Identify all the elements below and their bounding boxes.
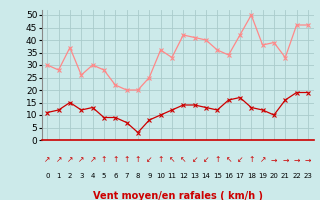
Text: ↑: ↑ bbox=[112, 156, 118, 164]
Text: ↑: ↑ bbox=[214, 156, 220, 164]
Text: 1: 1 bbox=[56, 173, 61, 179]
Text: 22: 22 bbox=[292, 173, 301, 179]
Text: ↗: ↗ bbox=[78, 156, 84, 164]
Text: ↖: ↖ bbox=[180, 156, 187, 164]
Text: 11: 11 bbox=[167, 173, 176, 179]
Text: →: → bbox=[271, 156, 277, 164]
Text: 5: 5 bbox=[102, 173, 106, 179]
Text: ↙: ↙ bbox=[237, 156, 243, 164]
Text: 23: 23 bbox=[303, 173, 312, 179]
Text: →: → bbox=[293, 156, 300, 164]
Text: 8: 8 bbox=[136, 173, 140, 179]
Text: 6: 6 bbox=[113, 173, 117, 179]
Text: 13: 13 bbox=[190, 173, 199, 179]
Text: 16: 16 bbox=[224, 173, 233, 179]
Text: ↑: ↑ bbox=[157, 156, 164, 164]
Text: ↑: ↑ bbox=[135, 156, 141, 164]
Text: ↙: ↙ bbox=[146, 156, 152, 164]
Text: ↗: ↗ bbox=[89, 156, 96, 164]
Text: 18: 18 bbox=[247, 173, 256, 179]
Text: ↑: ↑ bbox=[248, 156, 254, 164]
Text: ↖: ↖ bbox=[225, 156, 232, 164]
Text: 3: 3 bbox=[79, 173, 84, 179]
Text: ↖: ↖ bbox=[169, 156, 175, 164]
Text: 21: 21 bbox=[281, 173, 290, 179]
Text: 15: 15 bbox=[213, 173, 222, 179]
Text: Vent moyen/en rafales ( km/h ): Vent moyen/en rafales ( km/h ) bbox=[92, 191, 263, 200]
Text: ↑: ↑ bbox=[101, 156, 107, 164]
Text: ↙: ↙ bbox=[191, 156, 198, 164]
Text: 4: 4 bbox=[91, 173, 95, 179]
Text: 12: 12 bbox=[179, 173, 188, 179]
Text: ↗: ↗ bbox=[44, 156, 51, 164]
Text: 17: 17 bbox=[236, 173, 244, 179]
Text: 20: 20 bbox=[269, 173, 278, 179]
Text: 14: 14 bbox=[202, 173, 210, 179]
Text: 19: 19 bbox=[258, 173, 267, 179]
Text: →: → bbox=[305, 156, 311, 164]
Text: 9: 9 bbox=[147, 173, 151, 179]
Text: ↗: ↗ bbox=[260, 156, 266, 164]
Text: 7: 7 bbox=[124, 173, 129, 179]
Text: →: → bbox=[282, 156, 288, 164]
Text: 0: 0 bbox=[45, 173, 50, 179]
Text: ↗: ↗ bbox=[55, 156, 62, 164]
Text: ↗: ↗ bbox=[67, 156, 73, 164]
Text: 10: 10 bbox=[156, 173, 165, 179]
Text: ↙: ↙ bbox=[203, 156, 209, 164]
Text: 2: 2 bbox=[68, 173, 72, 179]
Text: ↑: ↑ bbox=[124, 156, 130, 164]
